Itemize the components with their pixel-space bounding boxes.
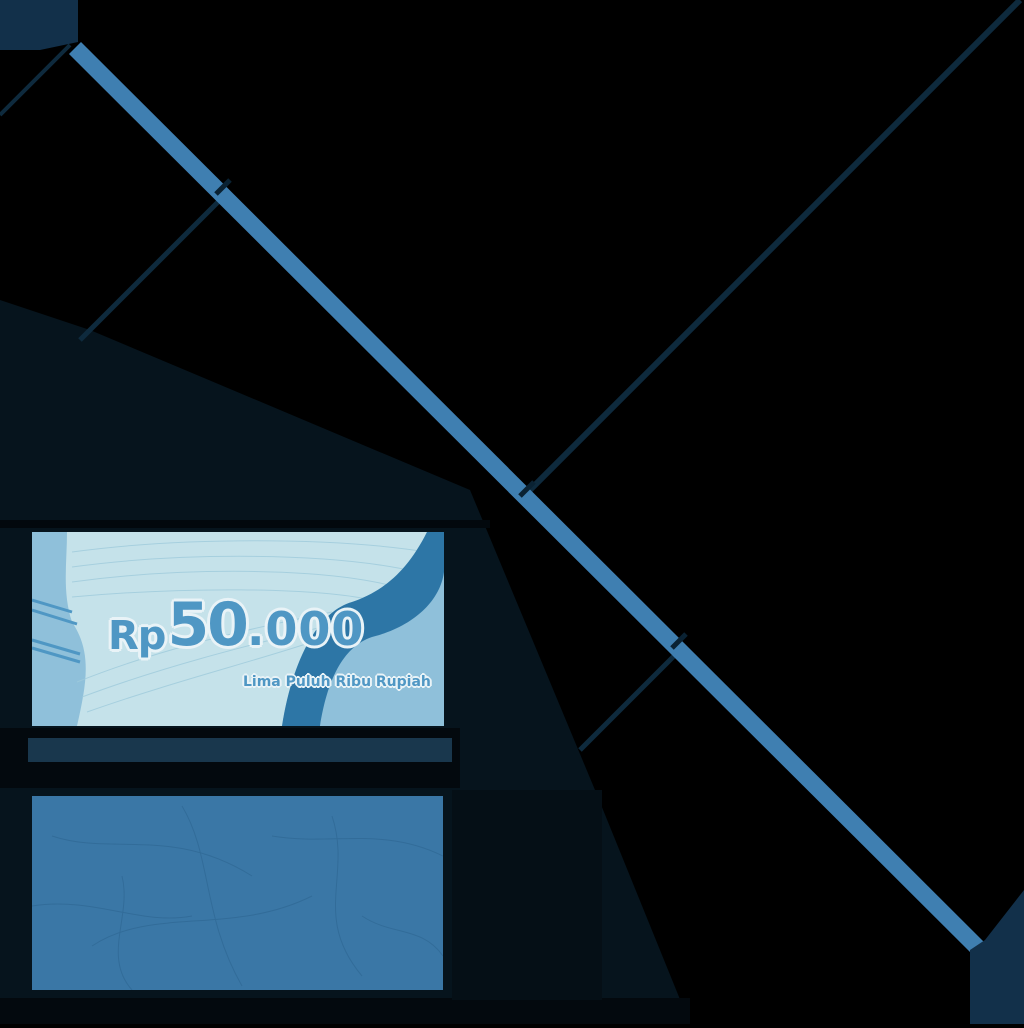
corner-accent-bottom-right [970, 890, 1024, 1024]
panel-striped-band [28, 738, 452, 762]
amount-decimals: .000 [246, 602, 365, 656]
banknote-back-texture [32, 805, 443, 990]
guilloche-lines [71, 540, 428, 713]
banknote-amount: Rp 50 .000 [108, 590, 364, 660]
thin-diagonal-line-3 [578, 648, 682, 752]
panel-strip-bottom [0, 998, 690, 1024]
banknote-front: Rp 50 .000 Lima Puluh Ribu Rupiah [32, 532, 444, 726]
bar-joint-2 [518, 480, 536, 498]
panel-strip-top [0, 520, 490, 528]
bar-joint-1 [214, 178, 232, 196]
main-diagonal-bar [68, 41, 987, 957]
bar-joint-3 [670, 632, 688, 650]
banknote-front-pattern [32, 532, 444, 726]
thin-diagonal-line-2 [78, 198, 222, 342]
corner-accent-top-left [0, 0, 78, 50]
amount-main: 50 [167, 590, 248, 660]
pale-wave-area [65, 532, 427, 726]
dark-wave-band [282, 532, 444, 726]
currency-symbol: Rp [108, 613, 166, 659]
amount-in-words: Lima Puluh Ribu Rupiah [243, 674, 431, 690]
banknote-back [32, 796, 443, 990]
thin-diagonal-line-1 [517, 0, 1023, 503]
thin-diagonal-line-4 [0, 43, 72, 117]
panel-dark-column [452, 790, 602, 1000]
stripe-accent [32, 598, 81, 664]
